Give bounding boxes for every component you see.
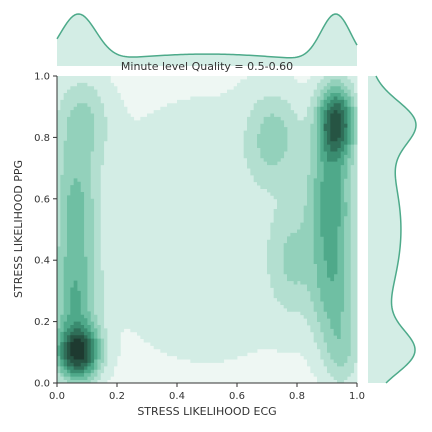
x-tick-label: 1.0	[349, 391, 365, 402]
density-level-3	[57, 79, 358, 384]
joint-kde-contours	[57, 76, 358, 384]
marginal-right-area	[368, 76, 416, 383]
x-tick-label: 0.0	[49, 391, 65, 402]
y-tick-label: 0.0	[34, 379, 50, 390]
y-tick-label: 0.8	[34, 133, 50, 144]
marginal-top-kde	[56, 13, 358, 66]
axes: 0.0 0.2 0.4 0.6 0.8 1.0 0.0 0.2 0.4 0.6 0.8 1.0	[34, 72, 365, 403]
x-tick-label: 0.8	[289, 391, 305, 402]
x-tick-label: 0.2	[109, 391, 125, 402]
density-level-9-region	[70, 338, 85, 360]
density-level-9	[70, 338, 85, 360]
marginal-top-line	[56, 13, 358, 59]
marginal-right-line	[375, 75, 417, 384]
y-tick-label: 0.2	[34, 317, 50, 328]
x-tick-label: 0.4	[169, 391, 185, 402]
y-tick-label: 0.6	[34, 194, 50, 205]
y-tick-label: 0.4	[34, 256, 50, 267]
y-tick-label: 1.0	[34, 72, 50, 83]
x-tick-label: 0.6	[229, 391, 245, 402]
chart-title: Minute level Quality = 0.5-0.60	[121, 60, 293, 73]
marginal-right-kde	[368, 75, 417, 384]
y-axis-label: STRESS LIKELIHOOD PPG	[12, 160, 25, 298]
x-axis-label: STRESS LIKELIHOOD ECG	[137, 405, 276, 418]
density-level-3-region	[57, 79, 358, 384]
